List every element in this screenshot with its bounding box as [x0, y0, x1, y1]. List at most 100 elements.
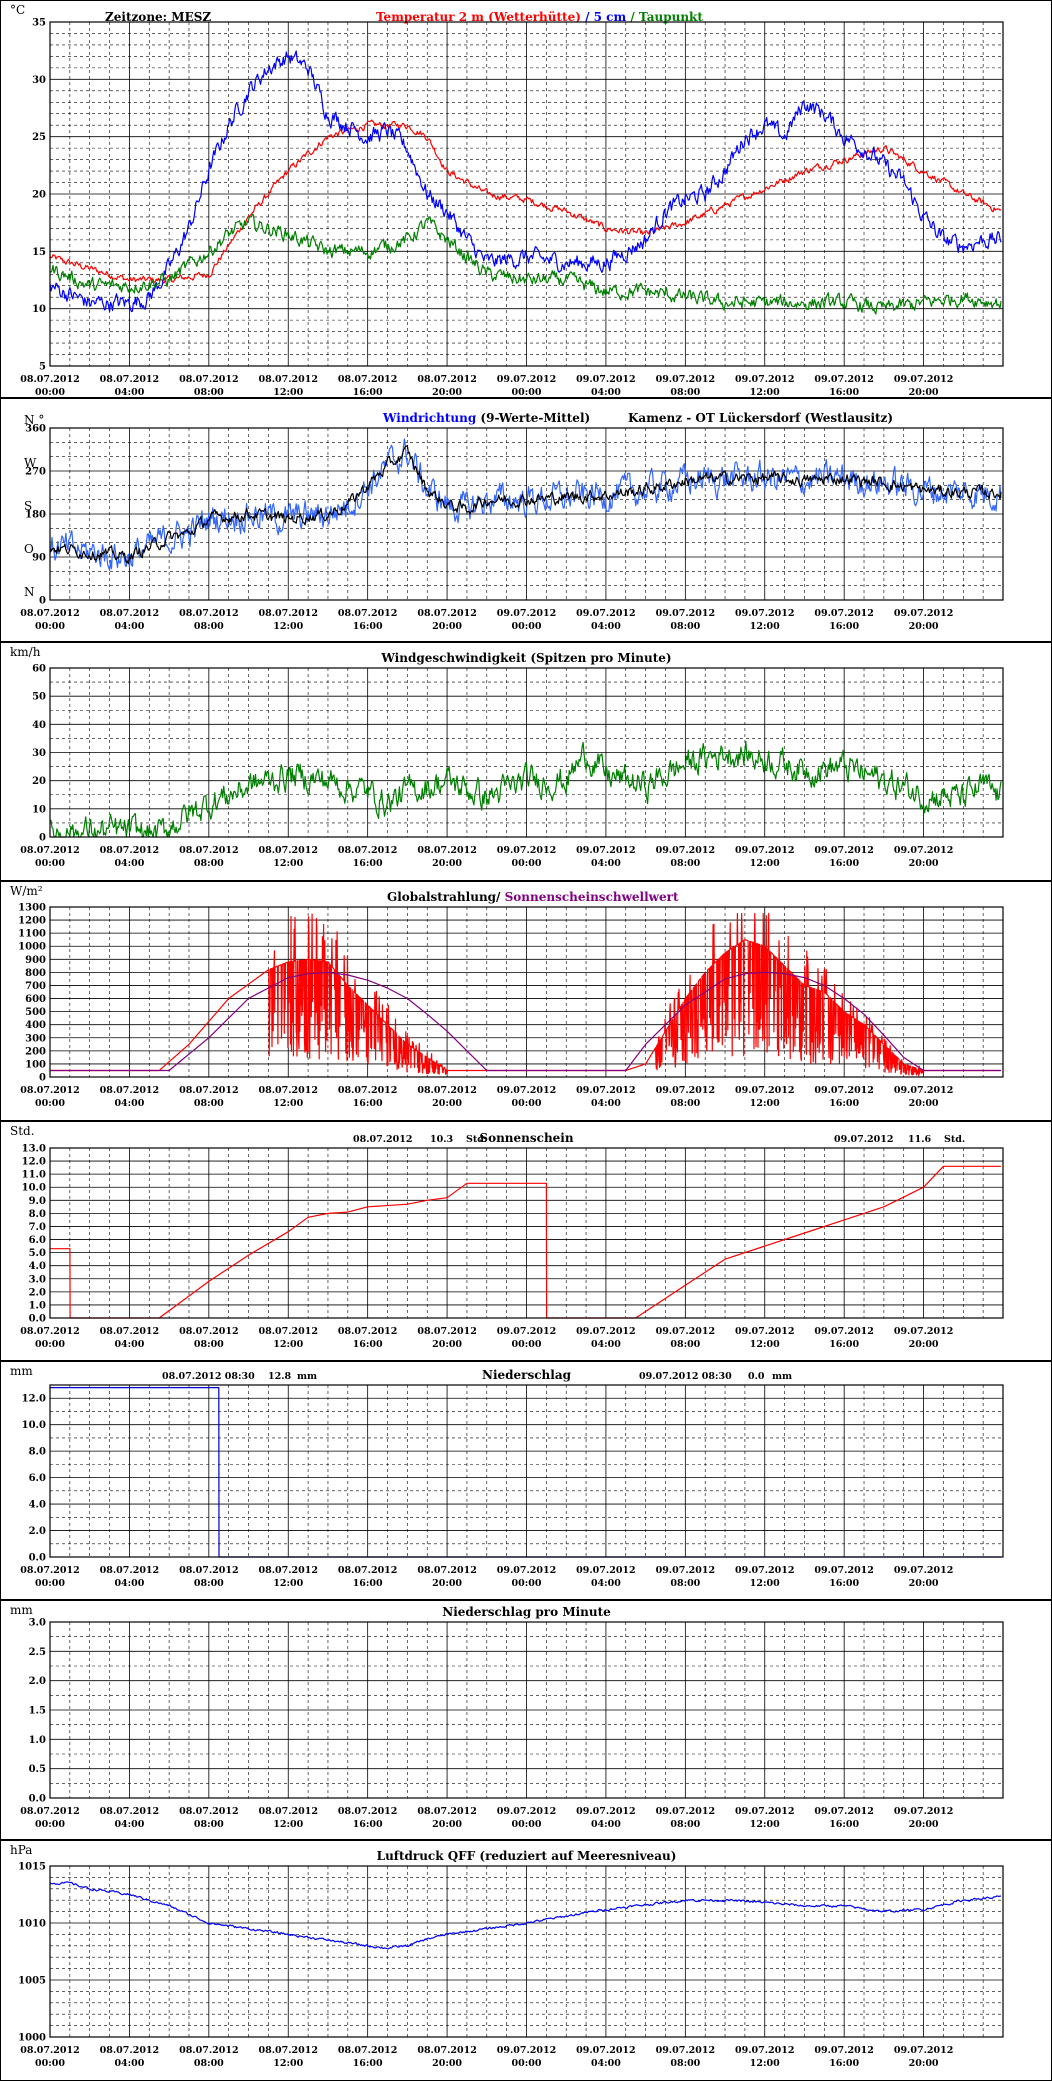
x-tick-time: 08:00	[194, 1578, 224, 1589]
x-tick-date: 09.07.2012	[894, 1806, 954, 1817]
x-tick-date: 09.07.2012	[576, 845, 636, 856]
x-tick-time: 12:00	[273, 387, 303, 398]
y-tick-label: 12.0	[22, 1157, 46, 1168]
x-tick-date: 09.07.2012	[894, 845, 954, 856]
x-tick-date: 08.07.2012	[179, 608, 239, 619]
x-tick-time: 04:00	[114, 2058, 144, 2069]
x-tick-date: 09.07.2012	[576, 2045, 636, 2056]
x-tick-time: 04:00	[114, 1098, 144, 1109]
x-tick-date: 08.07.2012	[100, 1326, 160, 1337]
x-tick-time: 16:00	[829, 1819, 859, 1830]
x-tick-time: 12:00	[750, 858, 780, 869]
x-tick-date: 08.07.2012	[417, 1806, 477, 1817]
x-tick-date: 08.07.2012	[100, 608, 160, 619]
x-tick-date: 09.07.2012	[497, 1565, 557, 1576]
x-tick-time: 04:00	[114, 1339, 144, 1350]
unit-label: Std.	[10, 1124, 35, 1138]
y-tick-label: 1.0	[29, 1300, 46, 1311]
title-part: Taupunkt	[639, 10, 703, 24]
chart-title: Niederschlag pro Minute	[442, 1605, 611, 1619]
panel-4: 0 100 200 300 400 500 600 700 800 900 1000 1100 1200…	[0, 881, 1052, 1121]
x-tick-time: 16:00	[829, 858, 859, 869]
x-tick-date: 09.07.2012	[814, 1085, 874, 1096]
y-tick-label: 300	[25, 1033, 46, 1044]
x-tick-time: 12:00	[750, 1098, 780, 1109]
y-tick-label: 1200	[18, 916, 46, 927]
x-tick-date: 08.07.2012	[259, 2045, 319, 2056]
x-tick-date: 09.07.2012	[497, 374, 557, 385]
x-tick-time: 00:00	[35, 1819, 65, 1830]
y-tick-label: 700	[25, 981, 46, 992]
x-tick-date: 09.07.2012	[497, 608, 557, 619]
x-tick-date: 08.07.2012	[20, 1085, 80, 1096]
y-tick-label: 8.0	[29, 1209, 46, 1220]
x-tick-time: 00:00	[512, 1819, 542, 1830]
sum-label: mm	[297, 1371, 317, 1382]
chart-title: Luftdruck QFF (reduziert auf Meeresnivea…	[377, 1849, 677, 1863]
x-tick-time: 00:00	[35, 387, 65, 398]
x-tick-date: 08.07.2012	[100, 2045, 160, 2056]
y-tick-label: 6.0	[29, 1235, 46, 1246]
plot-area	[49, 906, 1004, 1078]
x-tick-date: 09.07.2012	[735, 1085, 795, 1096]
y-tick-label: 4.0	[29, 1261, 46, 1272]
x-tick-time: 08:00	[194, 387, 224, 398]
y-tick-label: 20	[32, 190, 46, 201]
x-tick-date: 09.07.2012	[576, 608, 636, 619]
x-tick-time: 20:00	[432, 621, 462, 632]
x-tick-date: 08.07.2012	[259, 1806, 319, 1817]
x-tick-time: 00:00	[35, 2058, 65, 2069]
y-tick-label: 5.0	[29, 1248, 46, 1259]
x-tick-date: 09.07.2012	[576, 1326, 636, 1337]
compass-label: N	[24, 585, 35, 599]
x-tick-time: 00:00	[512, 387, 542, 398]
sum-label: 0.0	[748, 1371, 765, 1382]
title-part: (9-Werte-Mittel)	[476, 411, 590, 425]
y-tick-label: 0	[39, 833, 46, 844]
y-tick-label: 60	[32, 664, 46, 675]
y-tick-label: 1005	[18, 1976, 46, 1987]
title-part: Sonnenscheinschwellwert	[505, 890, 679, 904]
x-tick-date: 08.07.2012	[259, 1085, 319, 1096]
x-tick-date: 08.07.2012	[259, 374, 319, 385]
x-tick-date: 09.07.2012	[894, 608, 954, 619]
x-tick-date: 09.07.2012	[656, 608, 716, 619]
x-tick-date: 08.07.2012	[259, 1565, 319, 1576]
y-tick-label: 30	[32, 75, 46, 86]
x-tick-date: 09.07.2012	[735, 608, 795, 619]
y-tick-label: 270	[25, 467, 46, 478]
x-tick-time: 00:00	[512, 1578, 542, 1589]
sum-label: 11.6	[908, 1134, 932, 1145]
x-tick-date: 09.07.2012	[735, 1326, 795, 1337]
x-tick-time: 20:00	[909, 387, 939, 398]
sum-label: 08.07.2012 08:30	[162, 1371, 255, 1382]
y-tick-label: 1.5	[29, 1706, 46, 1717]
x-tick-date: 09.07.2012	[814, 1806, 874, 1817]
y-tick-label: 0	[39, 596, 46, 607]
unit-label: km/h	[10, 645, 41, 659]
chart-title: Globalstrahlung/ Sonnenscheinschwellwert	[387, 890, 679, 904]
x-tick-date: 08.07.2012	[417, 608, 477, 619]
y-tick-label: 11.0	[22, 1170, 46, 1181]
y-tick-label: 10.0	[22, 1420, 46, 1431]
x-tick-time: 00:00	[512, 1098, 542, 1109]
panel-6: 0.0 2.0 4.0 6.0 8.0 10.0 12.0 mm Niederschlag 08.…	[0, 1361, 1052, 1600]
y-tick-label: 1010	[18, 1919, 46, 1930]
x-tick-date: 09.07.2012	[814, 1565, 874, 1576]
x-tick-date: 08.07.2012	[100, 374, 160, 385]
y-tick-label: 25	[32, 132, 46, 143]
x-tick-date: 08.07.2012	[259, 1326, 319, 1337]
x-tick-date: 09.07.2012	[576, 1806, 636, 1817]
y-tick-label: 1100	[18, 929, 46, 940]
sum-label: Std.	[466, 1134, 487, 1145]
chart-title: Temperatur 2 m (Wetterhütte) / 5 cm / Ta…	[376, 10, 703, 24]
x-tick-time: 20:00	[432, 387, 462, 398]
x-tick-date: 08.07.2012	[338, 845, 398, 856]
y-tick-label: 9.0	[29, 1196, 46, 1207]
y-tick-label: 1015	[18, 1862, 46, 1873]
plot-area	[49, 1147, 1004, 1319]
x-tick-time: 20:00	[909, 1578, 939, 1589]
y-tick-label: 3.0	[29, 1618, 46, 1629]
x-tick-time: 04:00	[591, 1339, 621, 1350]
